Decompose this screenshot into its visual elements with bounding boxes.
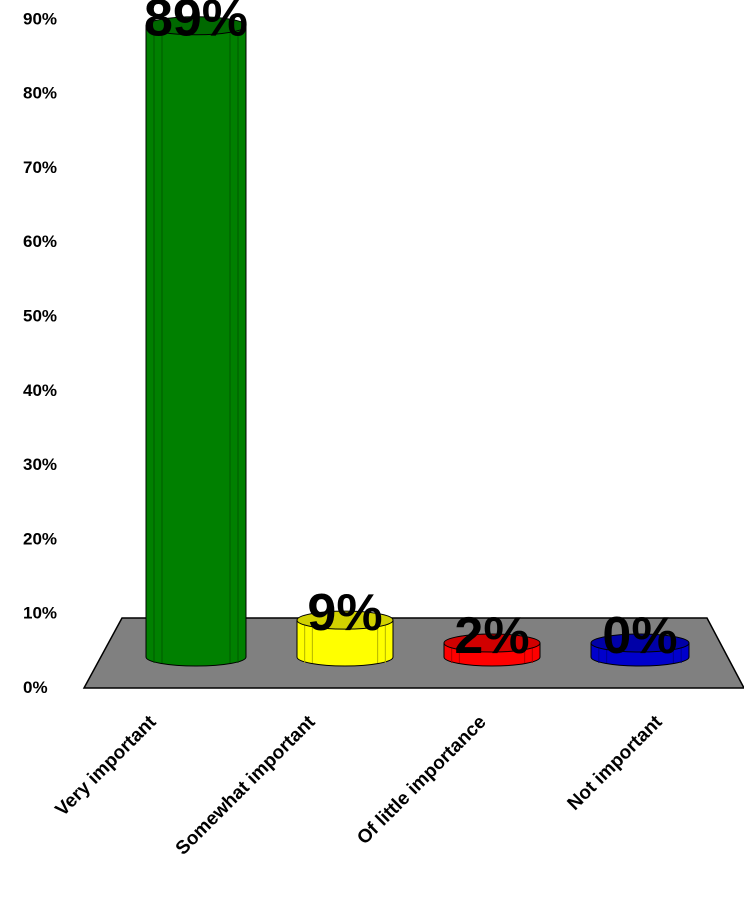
y-tick-label: 20%: [23, 529, 57, 548]
y-tick-label: 40%: [23, 381, 57, 400]
y-tick-label: 60%: [23, 232, 57, 251]
chart-floor-layer: [82, 617, 744, 689]
bar-body-cover: [146, 25, 246, 658]
bar-2: [296, 610, 394, 667]
data-label: 89%: [144, 0, 248, 48]
y-tick-label: 80%: [23, 84, 57, 103]
bar-top-cap: [590, 633, 690, 653]
y-tick-label: 70%: [23, 158, 57, 177]
data-labels: 89% 9% 2% 0%: [144, 0, 678, 665]
category-labels: Very important Somewhat important Of littl…: [52, 711, 667, 859]
y-tick-label: 30%: [23, 455, 57, 474]
bar-top-cap: [443, 633, 541, 653]
y-tick-label: 50%: [23, 307, 57, 326]
data-label: 0%: [602, 607, 677, 665]
y-tick-label: 90%: [23, 9, 57, 28]
data-label: 2%: [454, 607, 529, 665]
category-label: Somewhat important: [172, 711, 320, 859]
y-tick-label: 10%: [23, 604, 57, 623]
chart-floor: [82, 617, 744, 689]
y-axis-ticks: 0% 10% 20% 30% 40% 50% 60% 70% 80% 90%: [23, 9, 57, 697]
bar-series: [145, 16, 690, 667]
bar-top-cap: [145, 16, 247, 36]
category-label: Very important: [52, 711, 161, 820]
category-label: Not important: [564, 711, 667, 814]
bar-4: [590, 633, 690, 667]
y-tick-label: 0%: [23, 678, 48, 697]
bar-top-cap: [296, 610, 394, 630]
category-label: Of little importance: [353, 712, 490, 849]
bar-1: [145, 16, 247, 667]
bar-3: [443, 633, 541, 667]
data-label: 9%: [307, 584, 382, 642]
